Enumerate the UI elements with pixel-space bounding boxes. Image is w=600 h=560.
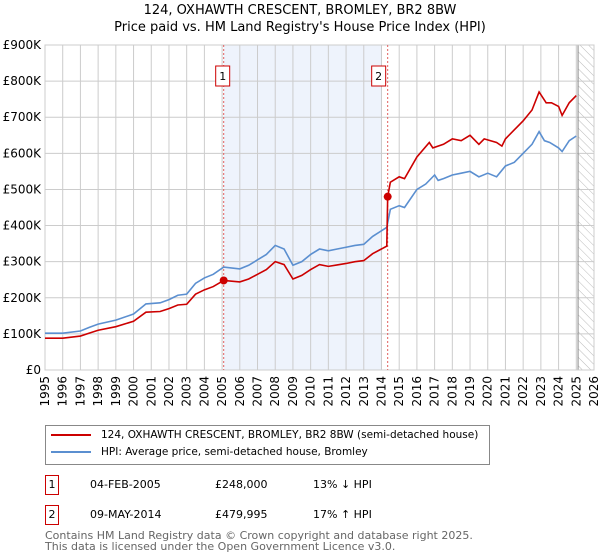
y-tick-label: £300K (3, 255, 43, 269)
y-tick-label: £100K (3, 327, 43, 341)
footer-line-1: Contains HM Land Registry data © Crown c… (45, 529, 473, 542)
y-tick-label: £200K (3, 291, 43, 305)
x-tick-label: 2020 (481, 376, 495, 407)
x-tick-label: 1997 (73, 376, 87, 407)
y-tick-label: £500K (3, 182, 43, 196)
marker-label-box (371, 65, 387, 87)
marker-label: 2 (375, 70, 382, 83)
footer-line-2: This data is licensed under the Open Gov… (45, 540, 396, 553)
y-tick-label: £800K (3, 74, 43, 88)
x-tick-label: 2025 (569, 376, 583, 407)
x-tick-label: 2005 (215, 376, 229, 407)
legend-label-property: 124, OXHAWTH CRESCENT, BROMLEY, BR2 8BW … (101, 429, 479, 441)
plot-frame (44, 44, 595, 371)
x-tick-label: 2000 (127, 376, 141, 407)
x-tick-label: 2008 (268, 376, 282, 407)
x-tick-label: 2026 (587, 376, 600, 407)
chart-title: 124, OXHAWTH CRESCENT, BROMLEY, BR2 8BW (143, 3, 457, 18)
x-tick-label: 1995 (38, 376, 52, 407)
x-tick-label: 2004 (197, 376, 211, 407)
x-tick-label: 2001 (144, 376, 158, 407)
footer: Contains HM Land Registry data © Crown c… (45, 530, 473, 552)
transaction-price: £248,000 (215, 478, 268, 491)
legend-label-hpi: HPI: Average price, semi-detached house,… (101, 446, 368, 458)
transaction-date: 09-MAY-2014 (90, 508, 162, 521)
x-tick-label: 2010 (304, 376, 318, 407)
property-price-line (45, 90, 577, 340)
x-tick-label: 2016 (410, 376, 424, 407)
x-tick-label: 2019 (463, 376, 477, 407)
plot-area: 1995 1996 1997 1998 1999 2000 2001 2002 2003 2004… (3, 38, 600, 407)
x-tick-label: 2015 (392, 376, 406, 407)
highlight-band (223, 45, 382, 370)
chart-subtitle: Price paid vs. HM Land Registry's House … (114, 20, 486, 35)
x-tick-label: 1996 (56, 376, 70, 407)
x-tick-label: 2011 (321, 376, 335, 407)
y-tick-label: £400K (3, 219, 43, 233)
y-tick-label: £700K (3, 110, 43, 124)
transaction-hpi: 13% ↓ HPI (313, 478, 372, 491)
transaction-row: 1 04-FEB-2005 £248,000 13% ↓ HPI (45, 475, 445, 495)
x-tick-label: 2002 (162, 376, 176, 407)
transaction-hpi: 17% ↑ HPI (313, 508, 372, 521)
transaction-row: 2 09-MAY-2014 £479,995 17% ↑ HPI (45, 505, 445, 525)
marker-label-box (215, 65, 231, 87)
y-tick-label: £900K (3, 38, 43, 52)
transaction-date: 04-FEB-2005 (90, 478, 161, 491)
legend-line-property (51, 434, 91, 436)
legend-line-hpi (51, 451, 91, 453)
x-tick-label: 2022 (516, 376, 530, 407)
x-tick-label: 2014 (374, 376, 388, 407)
x-tick-label: 2013 (357, 376, 371, 407)
x-tick-label: 2012 (339, 376, 353, 407)
x-tick-label: 2024 (552, 376, 566, 407)
x-tick-label: 2003 (180, 376, 194, 407)
x-tick-label: 2018 (445, 376, 459, 407)
forecast-hatch (578, 45, 594, 370)
sale-point-marker (219, 276, 228, 285)
sale-point-marker (383, 192, 392, 201)
x-tick-label: 2009 (286, 376, 300, 407)
x-tick-label: 2017 (428, 376, 442, 407)
y-tick-label: £0 (26, 363, 41, 377)
x-tick-label: 1998 (91, 376, 105, 407)
transaction-price: £479,995 (215, 508, 268, 521)
y-tick-label: £600K (3, 146, 43, 160)
x-tick-label: 1999 (109, 376, 123, 407)
transaction-number: 1 (45, 475, 59, 495)
x-tick-label: 2023 (534, 376, 548, 407)
x-tick-label: 2021 (498, 376, 512, 407)
legend: 124, OXHAWTH CRESCENT, BROMLEY, BR2 8BW … (45, 425, 490, 465)
hpi-line (45, 130, 577, 334)
x-tick-label: 2007 (251, 376, 265, 407)
x-tick-label: 2006 (233, 376, 247, 407)
marker-label: 1 (219, 70, 226, 83)
transaction-number: 2 (45, 505, 59, 525)
